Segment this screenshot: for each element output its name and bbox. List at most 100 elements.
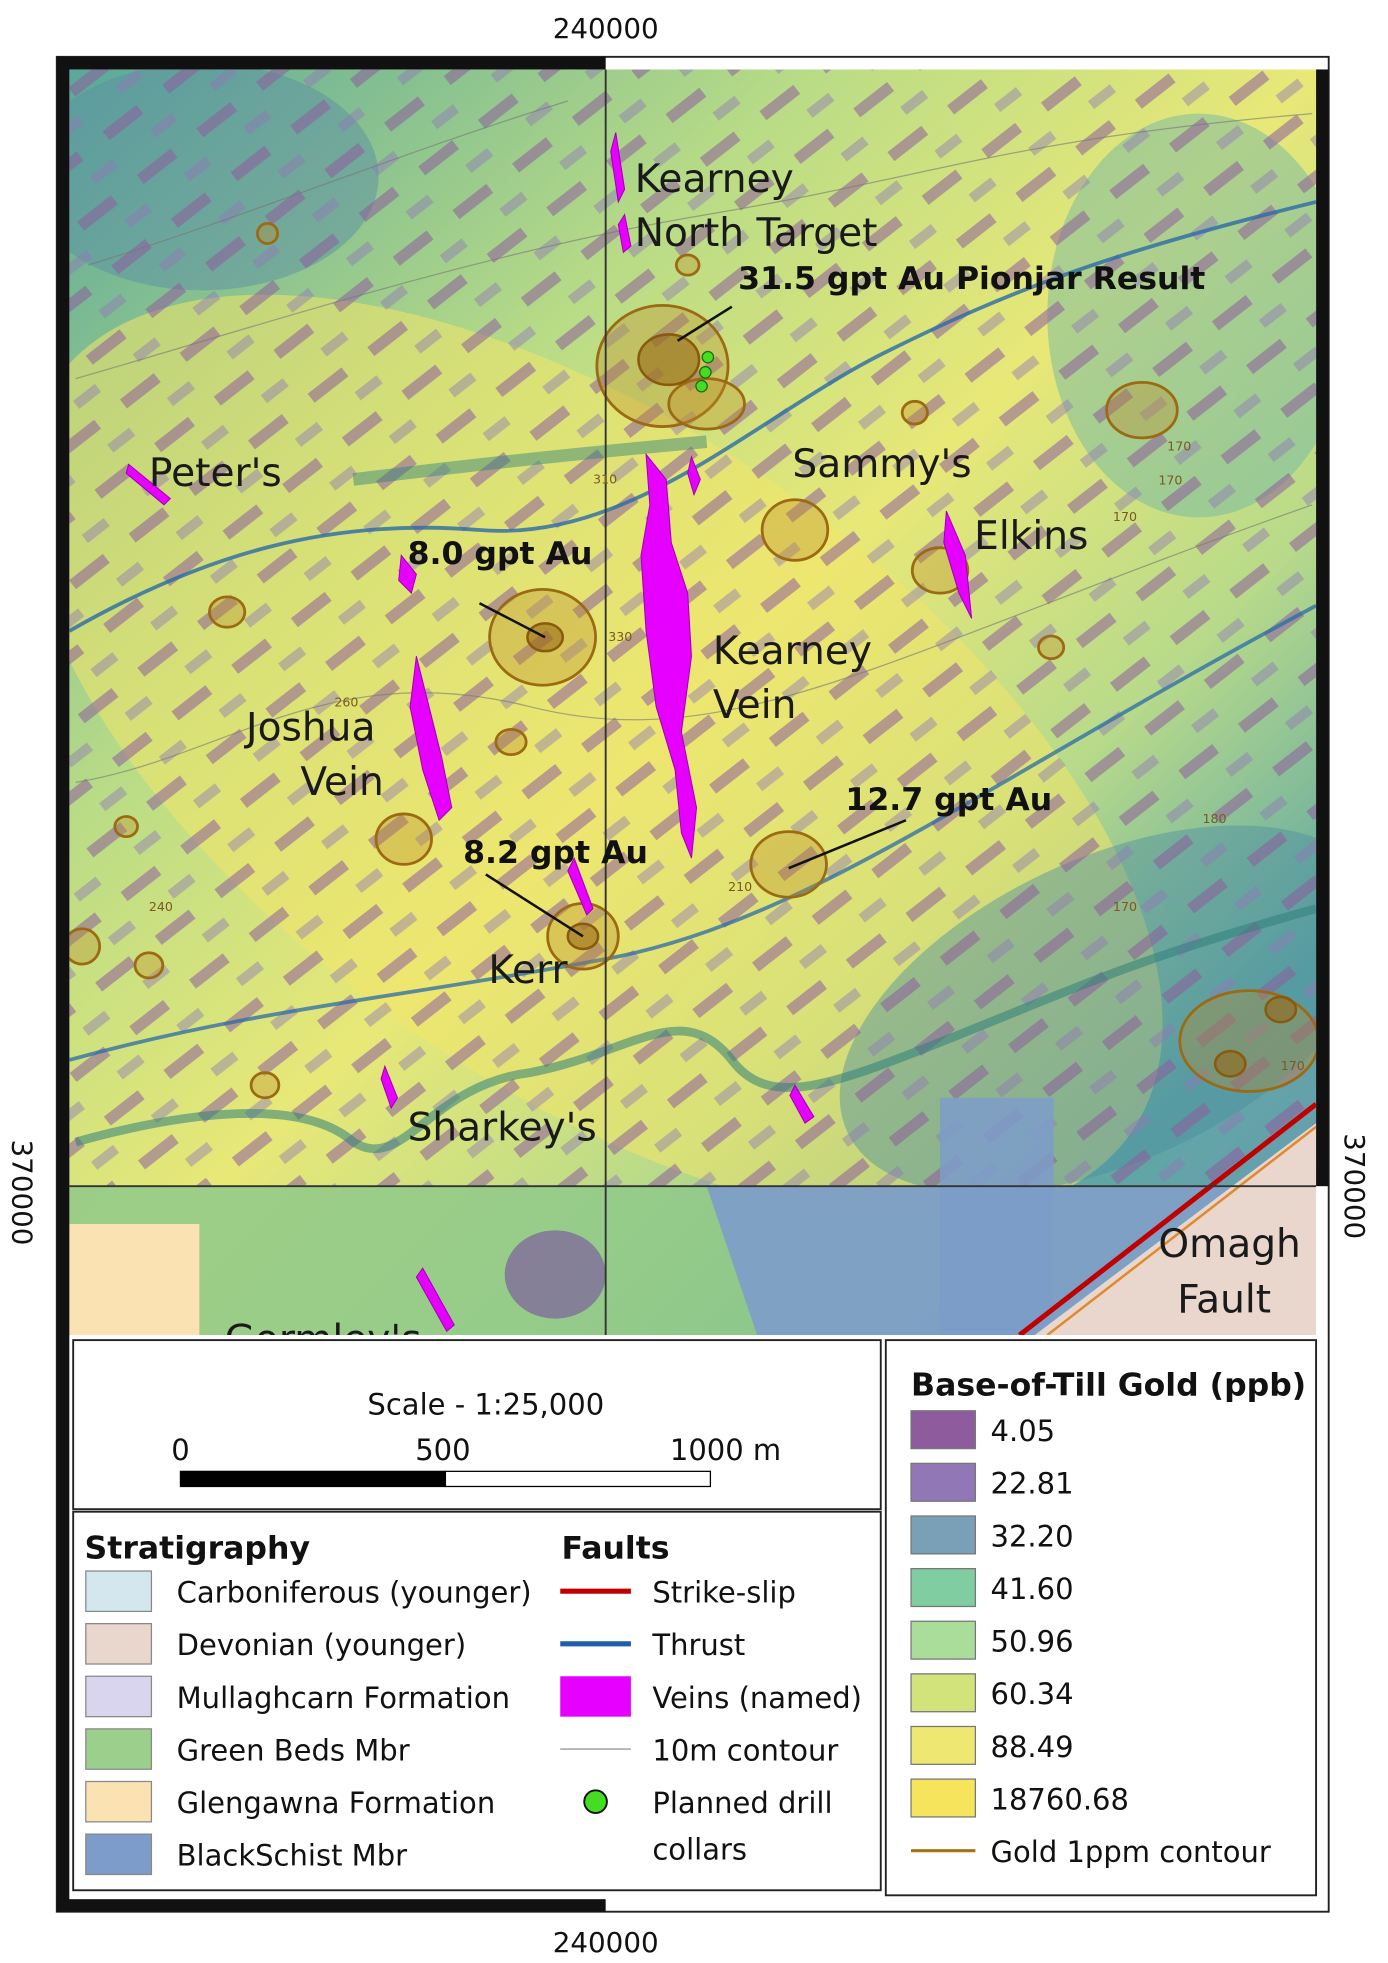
- place-label: Kearney: [635, 157, 794, 202]
- vein: [409, 656, 453, 822]
- gold-contour: [1213, 1049, 1247, 1078]
- contour-label: 310: [593, 471, 617, 486]
- gold-contours: [69, 222, 1317, 1100]
- contour-label: 170: [1281, 1058, 1305, 1073]
- gold-contour: [900, 399, 929, 426]
- low-gold-patch: [504, 1230, 606, 1319]
- frame-bar: [56, 1899, 606, 1912]
- legend-swatch: [85, 1675, 153, 1718]
- vein: [789, 1084, 815, 1124]
- legend-swatch: [910, 1410, 977, 1450]
- legend-swatch: [910, 1620, 977, 1660]
- place-label: Fault: [1177, 1277, 1271, 1322]
- legend-swatch: [85, 1833, 153, 1876]
- place-label: Sharkey's: [408, 1106, 597, 1151]
- vein: [617, 213, 632, 254]
- assay-label: 8.2 gpt Au: [463, 835, 648, 871]
- place-label: Omagh: [1158, 1222, 1300, 1267]
- contour-label: 330: [608, 629, 632, 644]
- vein: [380, 1064, 399, 1110]
- gold-contour: [674, 253, 701, 277]
- contour-label: 170: [1158, 473, 1182, 488]
- gold-contour: [113, 815, 139, 839]
- gold-contour: [667, 377, 746, 431]
- gold-contour: [1178, 989, 1317, 1093]
- contour-line: [75, 504, 1313, 784]
- coordinate-label: 240000: [553, 12, 659, 45]
- drill-collar: [699, 365, 712, 379]
- leader-line: [788, 819, 907, 870]
- legend-label: 32.20: [991, 1519, 1074, 1553]
- gold-contour: [749, 830, 828, 899]
- legend-label: 10m contour: [652, 1733, 838, 1767]
- legend-swatch: [910, 1515, 977, 1555]
- vein: [610, 132, 626, 204]
- legend-panel: [72, 1510, 882, 1892]
- leader-line: [478, 602, 546, 639]
- legend-label: Mullaghcarn Formation: [177, 1681, 510, 1715]
- legend-swatch: [85, 1623, 153, 1665]
- leader-line: [676, 305, 733, 342]
- legend-label: BlackSchist Mbr: [177, 1839, 407, 1873]
- contour-label: 170: [1113, 509, 1137, 524]
- scale-label: 500: [415, 1433, 470, 1467]
- leader-line: [485, 873, 584, 938]
- vein: [125, 463, 172, 506]
- coordinate-label: 370000: [1338, 1133, 1371, 1239]
- legend-label: 4.05: [991, 1414, 1056, 1448]
- blackschist-area: [940, 1097, 1054, 1336]
- assay-label: 8.0 gpt Au: [408, 536, 593, 572]
- gold-contour: [1037, 634, 1066, 661]
- legend-label: 22.81: [991, 1467, 1074, 1501]
- place-label: Peter's: [149, 451, 282, 496]
- place-label: Kerr: [488, 948, 568, 993]
- legend-swatch: [85, 1728, 153, 1770]
- gold-contour: [1264, 995, 1298, 1024]
- legend-title: Base-of-Till Gold (ppb): [911, 1368, 1306, 1404]
- vein: [640, 452, 698, 859]
- legend-swatch: [910, 1725, 977, 1765]
- gold-contour: [1105, 381, 1179, 440]
- scale-bar: [179, 1470, 447, 1488]
- legend-label: 88.49: [991, 1730, 1074, 1764]
- contour-label: 240: [149, 899, 173, 914]
- gold-contour: [69, 927, 102, 966]
- map-area: 310 330 260 240 210 170 170 170 180 170 170 Kearne…: [69, 69, 1317, 1363]
- vein: [943, 510, 973, 619]
- glengawna-area: [69, 1224, 200, 1336]
- fault-line: [1046, 1125, 1317, 1336]
- legend-label: Thrust: [651, 1628, 745, 1662]
- river: [352, 435, 708, 486]
- gold-contour: [249, 1071, 281, 1100]
- legend-swatch: [910, 1462, 977, 1502]
- contour-label: 260: [334, 695, 358, 710]
- coordinate-label: 370000: [6, 1140, 39, 1246]
- place-label: Vein: [300, 760, 383, 805]
- gold-contour: [637, 333, 701, 387]
- scale-label: 0: [171, 1433, 189, 1467]
- frame-bar: [56, 56, 70, 1912]
- scale-label: 1000 m: [670, 1433, 781, 1467]
- place-label: Gormley's: [225, 1318, 422, 1363]
- river: [74, 904, 1317, 1154]
- gold-contour: [760, 498, 830, 562]
- vein: [687, 455, 701, 497]
- vein: [398, 553, 417, 595]
- legend-label: Veins (named): [652, 1681, 862, 1715]
- legend-label: Gold 1ppm contour: [991, 1835, 1271, 1869]
- drill-collar: [695, 379, 708, 393]
- legend-label: 50.96: [991, 1625, 1074, 1659]
- legend-swatch: [910, 1778, 977, 1818]
- drill-collar: [701, 350, 715, 364]
- strike-slip-fault: [1017, 1102, 1317, 1336]
- place-label: Kearney: [713, 629, 872, 674]
- legend-label: Glengawna Formation: [177, 1786, 496, 1820]
- contour-labels: 310 330 260 240 210 170 170 170 180 170 170: [149, 439, 1305, 1074]
- legend-items: Carboniferous (younger) Devonian (younger…: [85, 1410, 1271, 1876]
- legend-label: Planned drill: [652, 1786, 832, 1820]
- thrust: [69, 604, 1317, 1062]
- scale-title: Scale - 1:25,000: [367, 1388, 604, 1422]
- veins: [125, 132, 973, 1333]
- coordinate-label: 240000: [553, 1926, 659, 1959]
